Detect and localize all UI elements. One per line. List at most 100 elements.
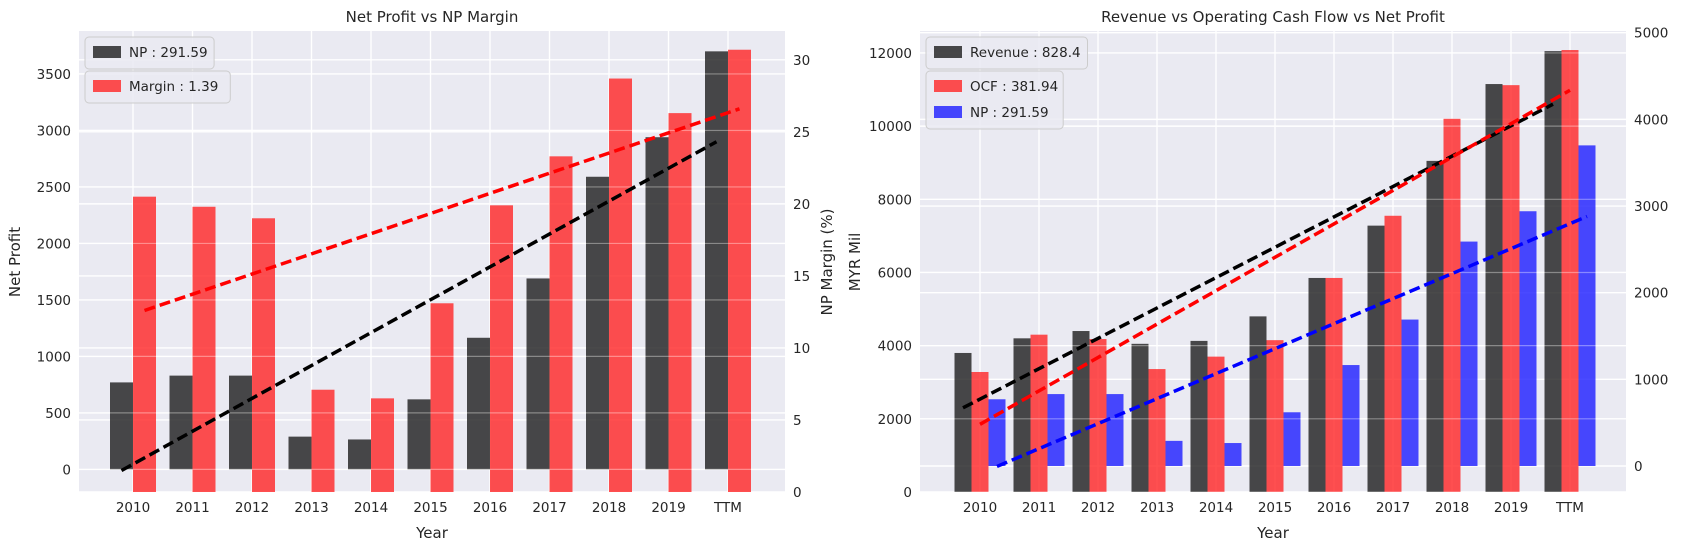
trendline [979,88,1571,426]
bar-ocf-ttm [1561,50,1579,492]
y2-tick-label: 1000 [1634,372,1668,388]
bar-margin-2014 [371,398,394,492]
bar-margin-2016 [490,205,513,492]
y2-tick-label: 30 [793,53,810,69]
bar-np-2018 [1460,241,1478,466]
y2-tick-label: 5000 [1634,26,1668,42]
bar-ocf-2015 [1266,340,1284,492]
legend-label: Revenue : 828.4 [970,45,1081,61]
chart-net-profit-vs-np-margin: 2010 2011 2012 2013 2014 2015 2016 2017 2018 2019… [6,8,836,542]
bar-revenue-2011 [1013,338,1031,492]
y-tick-labels: 0 2000 4000 6000 8000 10000 12000 [869,46,912,501]
bar-np-2016 [467,337,490,470]
bar-np-2014 [348,439,371,470]
x-axis-label: Year [1256,524,1290,542]
x-tick-label: TTM [713,500,742,516]
legend-label: NP : 291.59 [129,45,208,61]
y-tick-label: 3000 [37,123,71,139]
legend-swatch [934,80,962,92]
bar-margin-2010 [133,196,156,493]
bar-np-2014 [1224,443,1242,466]
bar-np-ttm [705,51,728,470]
y2-tick-labels: 0 5 10 15 20 25 30 [793,53,810,501]
x-tick-label: 2011 [175,500,209,516]
y2-tick-label: 20 [793,197,810,213]
bar-ocf-2016 [1325,277,1343,492]
y2-tick-label: 0 [1634,459,1643,475]
x-tick-label: 2010 [116,500,150,516]
bar-ocf-2014 [1207,356,1225,492]
bar-np-2015 [1283,412,1301,467]
y-tick-label: 1500 [37,293,71,309]
bar-np-2019 [645,137,669,470]
y-tick-label: 4000 [878,339,912,355]
bar-revenue-2016 [1308,277,1326,492]
bar-ocf-2019 [1502,85,1520,493]
y-tick-label: 8000 [878,192,912,208]
bar-np-2011 [1047,394,1065,466]
y2-tick-label: 0 [793,485,802,501]
trendline [996,214,1588,469]
chart-title: Revenue vs Operating Cash Flow vs Net Pr… [1101,8,1445,26]
chart-title: Net Profit vs NP Margin [346,8,519,26]
y-tick-label: 0 [903,485,912,501]
x-tick-label: 2015 [1258,500,1292,516]
y-tick-label: 500 [45,406,71,422]
y-tick-label: 10000 [869,119,912,135]
x-tick-label: 2019 [651,500,685,516]
trendlines [962,88,1588,469]
legend: NP : 291.59 Margin : 1.39 [84,36,231,104]
legend-label: NP : 291.59 [970,105,1049,121]
bar-np-2011 [169,375,193,470]
x-tick-labels: 2010 2011 2012 2013 2014 2015 2016 2017 2018 2019… [116,500,742,516]
bar-revenue-2015 [1249,316,1267,492]
legend-box [84,36,215,70]
y-tick-label: 12000 [869,46,912,62]
x-tick-label: 2012 [235,500,269,516]
bar-ocf-2010 [971,371,989,492]
bar-margin-2019 [668,113,692,493]
y-axis-label: MYR Mil [846,233,864,292]
x-tick-label: TTM [1555,500,1584,516]
bar-np-2010 [988,399,1006,466]
bar-ocf-2017 [1384,215,1402,492]
y-axis-label: Net Profit [6,227,24,297]
bar-revenue-2018 [1426,160,1444,492]
bar-margin-2018 [609,78,632,492]
bar-revenue-ttm [1544,51,1562,493]
trendlines [120,107,741,473]
legend-box [925,36,1088,70]
y-tick-label: 2000 [878,412,912,428]
bar-np-2013 [1165,440,1183,466]
y-tick-label: 0 [62,462,71,478]
bar-margin-2015 [430,303,454,492]
legend-label: Margin : 1.39 [129,79,218,95]
y2-tick-label: 5 [793,413,802,429]
y2-tick-label: 10 [793,341,810,357]
x-axis-label: Year [415,524,449,542]
bar-np-2012 [229,375,252,470]
x-tick-label: 2013 [294,500,328,516]
y2-tick-label: 15 [793,269,810,285]
y2-tick-label: 2000 [1634,286,1668,302]
bar-np-2016 [1342,365,1360,466]
bar-np-2019 [1519,211,1537,466]
legend-swatch [934,106,962,118]
x-tick-label: 2016 [473,500,507,516]
bar-margin-2013 [311,389,335,492]
chart-revenue-ocf-np: 2010 2011 2012 2013 2014 2015 2016 2017 2018 2019… [846,8,1668,542]
bar-ocf-2011 [1030,334,1048,492]
x-tick-label: 2019 [1494,500,1528,516]
bar-np-2012 [1106,394,1124,466]
bar-np-2013 [288,436,312,470]
bar-margin-2012 [252,218,275,492]
bar-revenue-2012 [1072,331,1090,492]
y2-axis-label: NP Margin (%) [818,209,836,316]
legend-label: OCF : 381.94 [970,79,1058,95]
legend: Revenue : 828.4 OCF : 381.94 NP : 291.59 [925,36,1088,130]
x-tick-label: 2018 [1435,500,1469,516]
bar-revenue-2014 [1190,340,1208,492]
x-tick-label: 2011 [1022,500,1056,516]
x-tick-label: 2012 [1081,500,1115,516]
y2-tick-label: 3000 [1634,199,1668,215]
